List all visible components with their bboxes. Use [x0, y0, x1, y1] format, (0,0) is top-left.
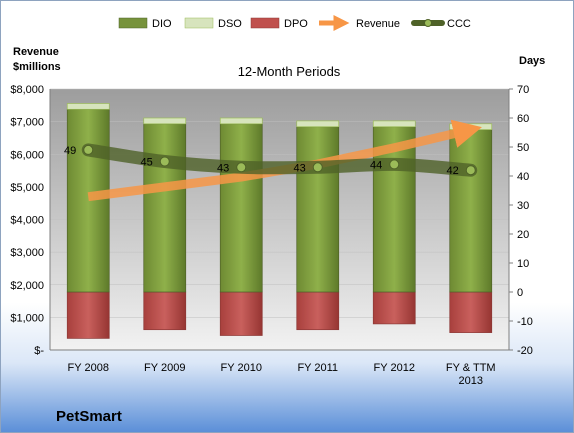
right-tick-label: 20 [517, 229, 529, 241]
x-tick-label: 2013 [459, 375, 483, 387]
left-tick-label: $3,000 [10, 247, 44, 259]
ccc-point [236, 162, 247, 173]
x-tick-label: FY 2008 [68, 362, 109, 374]
x-axis-ticks: FY 2008 FY 2009 FY 2010 FY 2011 FY 2012 FY & … [68, 362, 496, 387]
bar-dio [449, 129, 493, 293]
bar-dio [219, 123, 263, 293]
company-name: PetSmart [56, 408, 122, 425]
gridlines [50, 88, 509, 318]
x-tick-label: FY 2010 [221, 362, 262, 374]
right-tick-label: 0 [517, 287, 523, 299]
x-tick-label: FY & TTM [446, 362, 496, 374]
right-tick-label: -20 [517, 345, 533, 357]
right-tick-label: 60 [517, 113, 529, 125]
right-tick-label: -10 [517, 316, 533, 328]
legend: DIO DSO DPO Revenue CCC [118, 14, 471, 32]
right-tick-label: 50 [517, 142, 529, 154]
left-axis-ticks: $- $1,000 $2,000 $3,000 $4,000 $5,000 $6,000 $7… [10, 84, 44, 357]
left-tick-label: $5,000 [10, 182, 44, 194]
ccc-data-label: 44 [370, 159, 382, 171]
bar-dpo [66, 291, 110, 339]
legend-swatch-dso [184, 17, 214, 29]
ccc-data-label: 43 [294, 162, 306, 174]
left-tick-label: $- [34, 345, 44, 357]
bar-dpo [372, 291, 416, 325]
legend-label-revenue: Revenue [356, 18, 400, 30]
left-tick-label: $6,000 [10, 149, 44, 161]
bar-dpo [219, 291, 263, 336]
right-axis-title: Days [519, 55, 545, 67]
left-tick-label: $1,000 [10, 312, 44, 324]
right-tick-label: 70 [517, 84, 529, 96]
bar-dpo [143, 291, 187, 331]
bar-dso [143, 117, 187, 125]
right-tick-label: 40 [517, 171, 529, 183]
x-tick-label: FY 2009 [144, 362, 185, 374]
ccc-line [81, 143, 478, 177]
legend-marker-ccc [424, 19, 432, 27]
right-axis-ticks: -20 -10 0 10 20 30 40 50 60 70 [509, 84, 533, 357]
left-axis-title-line1: Revenue [13, 46, 59, 58]
chart-title: 12-Month Periods [238, 64, 341, 79]
ccc-point [312, 162, 323, 173]
right-tick-label: 10 [517, 258, 529, 270]
ccc-data-label: 49 [64, 145, 76, 157]
legend-label-ccc: CCC [447, 18, 471, 30]
ccc-data-label: 43 [217, 162, 229, 174]
ccc-point [389, 159, 400, 170]
ccc-point [465, 165, 476, 176]
ccc-point [159, 156, 170, 167]
legend-swatch-dio [118, 17, 148, 29]
left-tick-label: $7,000 [10, 117, 44, 129]
bar-dso [372, 120, 416, 128]
ccc-point [83, 144, 94, 155]
ccc-data-label: 42 [447, 165, 459, 177]
bar-dio [296, 126, 340, 293]
left-axis-title-line2: $millions [13, 61, 61, 73]
legend-label-dio: DIO [152, 18, 172, 30]
legend-label-dso: DSO [218, 18, 242, 30]
bar-dio [143, 123, 187, 293]
ccc-layer: 49 45 43 43 44 42 [64, 143, 478, 177]
bar-dso [296, 120, 340, 128]
right-tick-label: 30 [517, 200, 529, 212]
legend-label-dpo: DPO [284, 18, 308, 30]
left-tick-label: $4,000 [10, 215, 44, 227]
ccc-data-label: 45 [141, 157, 153, 169]
bar-dso [66, 103, 110, 110]
bar-dso [219, 117, 263, 125]
bar-dio [66, 108, 110, 293]
bar-dpo [449, 291, 493, 333]
legend-swatch-dpo [250, 17, 280, 29]
bar-dpo [296, 291, 340, 331]
x-tick-label: FY 2012 [374, 362, 415, 374]
x-tick-label: FY 2011 [297, 362, 338, 374]
left-tick-label: $2,000 [10, 280, 44, 292]
left-tick-label: $8,000 [10, 84, 44, 96]
